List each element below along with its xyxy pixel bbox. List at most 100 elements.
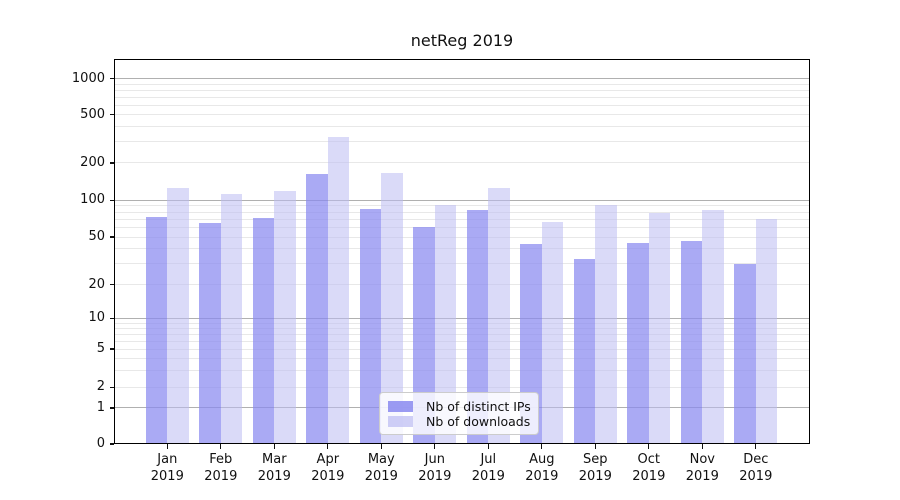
x-tick-mark (487, 444, 489, 449)
y-tick-mark (109, 236, 114, 238)
gridline-minor (114, 348, 810, 350)
x-tick-mark (648, 444, 650, 449)
gridline-minor (114, 114, 810, 116)
y-tick-mark (109, 348, 114, 350)
bar-distinct-ips-may (359, 208, 382, 444)
gridline-minor (114, 96, 810, 98)
y-tick-label: 50 (88, 229, 105, 245)
bar-downloads-jan (167, 188, 189, 444)
legend-label-downloads: Nb of downloads (426, 413, 531, 429)
bar-downloads-aug (541, 222, 564, 444)
plot-area (114, 59, 810, 444)
gridline-minor (114, 357, 810, 359)
chart-title: netReg 2019 (410, 31, 514, 50)
x-tick-mark (594, 444, 596, 449)
legend: Nb of distinct IPs Nb of downloads (379, 392, 539, 435)
x-tick-mark (434, 444, 436, 449)
x-tick-label: Jan 2019 (150, 452, 184, 484)
gridline-major (114, 199, 810, 201)
y-tick-label: 0 (96, 436, 105, 451)
y-tick-label: 2 (96, 379, 105, 395)
x-tick-label: Mar 2019 (257, 452, 291, 484)
bar-distinct-ips-apr (306, 174, 328, 444)
x-tick-label: Apr 2019 (311, 452, 345, 484)
bar-downloads-sep (595, 204, 617, 444)
y-tick-label: 500 (80, 106, 105, 122)
bar-distinct-ips-oct (627, 242, 649, 444)
y-tick-mark (109, 199, 114, 202)
gridline-minor (114, 284, 810, 286)
x-tick-mark (380, 444, 382, 449)
bar-distinct-ips-nov (680, 241, 703, 444)
bar-downloads-oct (648, 212, 671, 444)
bar-downloads-mar (274, 190, 296, 444)
x-tick-mark (220, 444, 222, 449)
y-tick-mark (109, 162, 114, 164)
bar-downloads-apr (327, 137, 350, 444)
x-tick-mark (701, 444, 703, 449)
x-tick-mark (273, 444, 275, 449)
gridline-major (114, 317, 810, 319)
gridline-minor (114, 327, 810, 329)
x-tick-label: Dec 2019 (739, 452, 773, 484)
legend-swatch-downloads (388, 415, 413, 427)
gridline-minor (114, 218, 810, 220)
legend-label-distinct-ips: Nb of distinct IPs (426, 398, 531, 414)
gridline-minor (114, 369, 810, 371)
y-tick-label: 1 (96, 399, 105, 415)
x-tick-mark (166, 444, 168, 449)
x-tick-mark (327, 444, 329, 449)
legend-row-distinct-ips: Nb of distinct IPs (388, 398, 531, 414)
y-tick-mark (109, 113, 114, 116)
legend-swatch-distinct-ips (388, 400, 413, 412)
x-tick-mark (755, 444, 757, 449)
gridline-minor (114, 226, 810, 228)
gridline-minor (114, 248, 810, 250)
x-tick-label: Jun 2019 (418, 452, 452, 484)
x-tick-label: Feb 2019 (204, 452, 238, 484)
gridline-minor (114, 205, 810, 207)
gridline-minor (114, 322, 810, 324)
bar-distinct-ips-feb (199, 223, 221, 444)
gridline-minor (114, 141, 810, 143)
y-tick-mark (109, 284, 114, 286)
y-tick-mark (109, 407, 114, 409)
x-tick-label: Aug 2019 (525, 452, 559, 484)
y-tick-mark (109, 386, 114, 388)
bar-distinct-ips-jul (466, 210, 489, 444)
gridline-minor (114, 333, 810, 335)
x-tick-label: May 2019 (364, 452, 398, 484)
legend-row-downloads: Nb of downloads (388, 413, 531, 429)
gridline-minor (114, 125, 810, 127)
x-tick-label: Oct 2019 (632, 452, 666, 484)
gridline-minor (114, 263, 810, 265)
x-tick-label: Jul 2019 (471, 452, 505, 484)
bar-downloads-dec (755, 219, 778, 444)
y-tick-label: 10 (88, 310, 105, 326)
bar-downloads-nov (702, 210, 724, 444)
gridline-major (114, 78, 810, 80)
gridline-minor (114, 386, 810, 388)
bar-distinct-ips-sep (573, 258, 596, 444)
bar-distinct-ips-dec (734, 263, 756, 444)
gridline-minor (114, 104, 810, 106)
bar-downloads-may (381, 172, 403, 444)
gridline-minor (114, 89, 810, 91)
y-tick-label: 200 (80, 154, 105, 170)
y-tick-label: 1000 (71, 70, 105, 86)
y-tick-label: 20 (88, 276, 105, 292)
gridline-minor (114, 162, 810, 164)
bar-distinct-ips-jun (413, 227, 435, 444)
bar-distinct-ips-jan (145, 217, 168, 444)
y-tick-label: 100 (80, 192, 105, 208)
y-tick-mark (109, 443, 114, 445)
bar-distinct-ips-mar (252, 217, 275, 444)
bar-downloads-jun (434, 204, 457, 444)
x-tick-label: Nov 2019 (685, 452, 719, 484)
gridline-minor (114, 83, 810, 85)
gridline-minor (114, 340, 810, 342)
bar-downloads-jul (488, 188, 510, 444)
x-tick-mark (541, 444, 543, 449)
gridline-minor (114, 236, 810, 238)
